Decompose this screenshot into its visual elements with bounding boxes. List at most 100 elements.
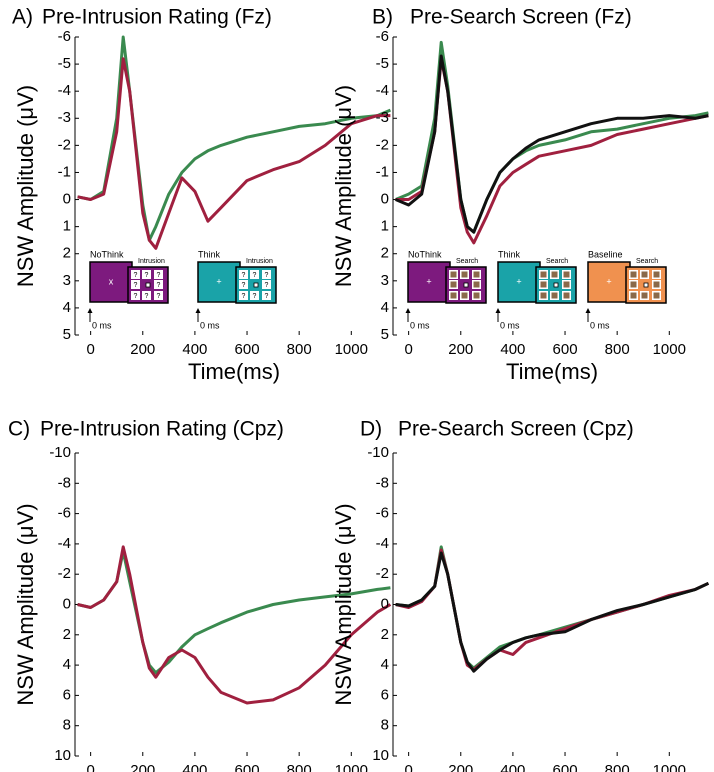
probe-picture [461,271,468,278]
probe-cell [250,270,259,279]
inset-screen: Search [456,258,478,265]
x-tick-label: 0 [404,341,412,358]
x-tick-label: 1000 [653,762,686,772]
probe-cell [262,270,271,279]
probe-cell [262,291,271,300]
y-tick-label: -4 [376,82,389,99]
panel-label: D) [360,418,382,441]
probe-picture [641,292,648,299]
probe-picture [473,292,480,299]
probe-picture [653,271,660,278]
onset-label: 0 ms [500,320,520,330]
inset-screen: Search [546,258,568,265]
probe-picture [540,271,547,278]
inset-condition: NoThink [408,249,442,259]
probe-cell-text: ? [157,282,161,289]
probe-cell-text: ? [157,272,161,279]
y-tick-label: -4 [58,535,71,552]
y-tick-label: 10 [54,747,71,764]
y-tick-label: -6 [376,28,389,45]
y-tick-label: -8 [376,474,389,491]
y-tick-label: -4 [376,535,389,552]
y-tick-label: 2 [381,626,389,643]
y-tick-label: -6 [376,505,389,522]
inset-condition: Baseline [588,249,623,259]
y-tick-label: -5 [376,55,389,72]
y-tick-label: 5 [63,326,71,343]
y-tick-label: -10 [49,444,71,461]
y-tick-label: 8 [381,717,389,734]
y-tick-label: -2 [376,136,389,153]
probe-picture [653,281,660,288]
fixation: + [426,276,431,286]
inset-screen: Intrusion [138,258,165,265]
y-tick-label: -5 [58,55,71,72]
probe-cell-text: ? [134,272,138,279]
x-tick-label: 800 [605,341,630,358]
x-tick-label: 400 [182,762,207,772]
inset-condition: Think [198,249,221,259]
y-tick-label: 4 [381,656,389,673]
probe-cell [250,291,259,300]
x-tick-label: 0 [404,762,412,772]
probe-cell-text: ? [145,293,149,300]
probe-cell [131,270,140,279]
y-tick-label: -6 [58,505,71,522]
probe-cell [154,291,163,300]
onset-label: 0 ms [200,320,220,330]
y-tick-label: 0 [381,595,389,612]
probe-picture [461,292,468,299]
x-tick-label: 1000 [653,341,686,358]
fixation: + [516,276,521,286]
inset-condition: Think [498,249,521,259]
x-tick-label: 800 [287,341,312,358]
onset-arrowhead [405,308,411,313]
probe-cell [142,270,151,279]
x-tick-label: 400 [182,341,207,358]
y-tick-label: -3 [58,109,71,126]
chart-title: Pre-Search Screen (Fz) [410,6,632,29]
y-tick-label: -8 [58,474,71,491]
y-axis-label: NSW Amplitude (μV) [331,503,356,705]
probe-cell [131,291,140,300]
x-tick-label: 200 [130,762,155,772]
probe-cell-text: ? [265,282,269,289]
onset-label: 0 ms [92,320,112,330]
trial-inset: Baseline + Search 0 ms [585,249,667,330]
erp-line [395,548,710,672]
fixation: + [606,276,611,286]
probe-cell-text: ? [253,293,257,300]
panel-label: A) [12,6,33,29]
onset-arrowhead [87,308,93,313]
probe-cell [154,270,163,279]
onset-label: 0 ms [410,320,430,330]
probe-center [463,282,469,288]
probe-picture [540,292,547,299]
probe-cell-text: ? [134,293,138,300]
x-tick-label: 0 [86,762,94,772]
probe-picture [641,271,648,278]
trial-inset: NoThink x Intrusion????? ??? 0 ms [87,249,169,330]
y-tick-label: -3 [376,109,389,126]
x-axis-label: Time(ms) [506,359,598,384]
probe-cell-text: ? [157,293,161,300]
y-axis-label: NSW Amplitude (μV) [331,85,356,287]
chart-title: Pre-Intrusion Rating (Cpz) [40,418,284,441]
probe-picture [563,292,570,299]
inset-screen: Intrusion [246,258,273,265]
fixation: x [109,276,114,286]
y-tick-label: 4 [381,299,389,316]
probe-cell [262,280,271,289]
y-tick-label: 0 [63,595,71,612]
cue-screen [497,261,541,303]
probe-cell-text: ? [242,293,246,300]
y-tick-label: -1 [376,163,389,180]
x-tick-label: 800 [605,762,630,772]
probe-picture [630,281,637,288]
chart-title: Pre-Search Screen (Cpz) [398,418,634,441]
fixation: + [216,276,221,286]
x-tick-label: 600 [235,762,260,772]
y-tick-label: 2 [381,245,389,262]
erp-line [395,57,709,245]
erp-line [395,54,709,234]
